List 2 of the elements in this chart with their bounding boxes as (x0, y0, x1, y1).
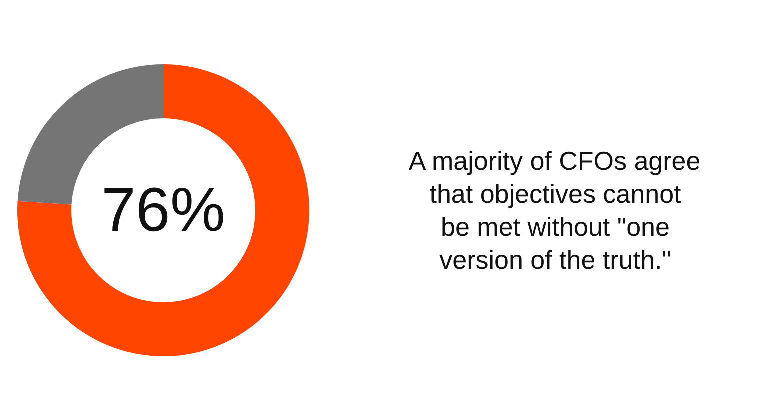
text: 76% (101, 176, 226, 245)
text: A majority of CFOs agree that objectives cannot be met without "one version of the truth." (408, 146, 701, 275)
